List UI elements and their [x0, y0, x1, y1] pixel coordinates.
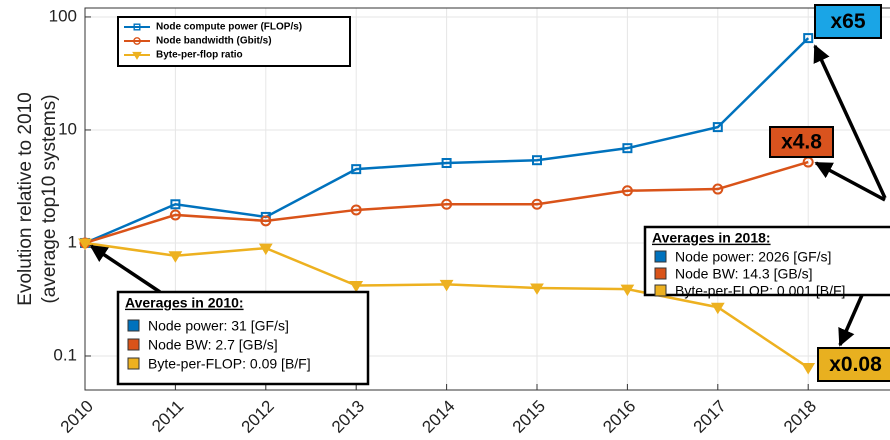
x-tick-label: 2013	[328, 397, 368, 437]
info-box	[643, 225, 890, 297]
marker	[78, 238, 92, 250]
y-label: Evolution relative to 2010	[15, 92, 36, 305]
annotation-box	[769, 126, 834, 158]
x-tick-label: 2018	[780, 397, 820, 437]
arrow	[813, 44, 887, 199]
marker	[530, 283, 544, 295]
info-item: Node BW: 2.7 [GB/s]	[148, 337, 278, 353]
marker	[531, 198, 543, 210]
marker	[168, 251, 183, 263]
legend-label: Byte-per-flop ratio	[156, 50, 243, 61]
marker	[441, 198, 453, 210]
x-tick-label: 2014	[418, 397, 458, 437]
arrow	[814, 161, 886, 202]
marker	[532, 155, 542, 166]
info-swatch	[654, 250, 667, 263]
info-item: Node BW: 14.3 [GB/s]	[675, 266, 812, 282]
marker	[441, 158, 452, 169]
marker	[801, 363, 816, 375]
info-item: Byte-per-FLOP: 0.09 [B/F]	[148, 356, 311, 372]
marker	[710, 302, 725, 315]
annotation-box	[814, 4, 882, 39]
x-tick-label: 2010	[57, 397, 97, 437]
annotation: x65	[830, 10, 865, 33]
info-swatch	[127, 357, 140, 370]
info-item: Node power: 31 [GF/s]	[148, 318, 289, 334]
arrows	[89, 44, 887, 347]
marker	[803, 33, 814, 44]
x-tick-label: 2011	[148, 397, 187, 436]
marker	[133, 37, 141, 45]
info-item: Byte-per-FLOP: 0.001 [B/F]	[675, 283, 845, 299]
y-label: (average top10 systems)	[39, 94, 60, 303]
plot-frame	[84, 7, 890, 391]
info-item: Node power: 2026 [GF/s]	[675, 249, 831, 265]
legend-label: Node compute power (FLOP/s)	[156, 22, 302, 33]
series-line	[84, 160, 809, 245]
marker	[351, 164, 362, 175]
marker	[258, 243, 273, 256]
marker	[712, 122, 723, 133]
legend	[117, 16, 351, 67]
marker	[260, 215, 272, 227]
y-tick-label: 100	[49, 6, 77, 25]
marker	[439, 279, 454, 292]
annotation: x0.08	[829, 353, 882, 376]
marker	[170, 199, 181, 210]
y-tick-label: 0.1	[53, 345, 77, 364]
y-tick-label: 10	[58, 119, 77, 138]
marker	[169, 209, 181, 221]
info-swatch	[654, 267, 667, 280]
annotation-box	[817, 347, 890, 382]
info-swatch	[654, 284, 667, 297]
marker	[621, 185, 633, 197]
marker	[133, 23, 141, 31]
marker	[132, 51, 142, 60]
marker	[622, 143, 633, 154]
x-tick-label: 2016	[599, 397, 639, 437]
series-line	[84, 37, 810, 245]
x-tick-label: 2015	[509, 397, 549, 437]
arrow	[838, 294, 864, 347]
marker	[620, 284, 635, 297]
info-title: Averages in 2018:	[652, 230, 771, 246]
arrow	[89, 244, 161, 294]
info-box	[116, 290, 370, 386]
x-tick-label: 2017	[690, 397, 730, 437]
info-swatch	[127, 319, 140, 332]
legend-label: Node bandwidth (Gbit/s)	[156, 36, 272, 47]
marker	[712, 183, 724, 195]
info-title: Averages in 2010:	[125, 295, 244, 311]
info-swatch	[127, 338, 140, 351]
y-tick-label: 1	[68, 232, 77, 251]
x-tick-label: 2012	[238, 397, 278, 437]
marker	[350, 204, 362, 216]
annotation: x4.8	[781, 131, 822, 154]
marker	[349, 281, 364, 293]
